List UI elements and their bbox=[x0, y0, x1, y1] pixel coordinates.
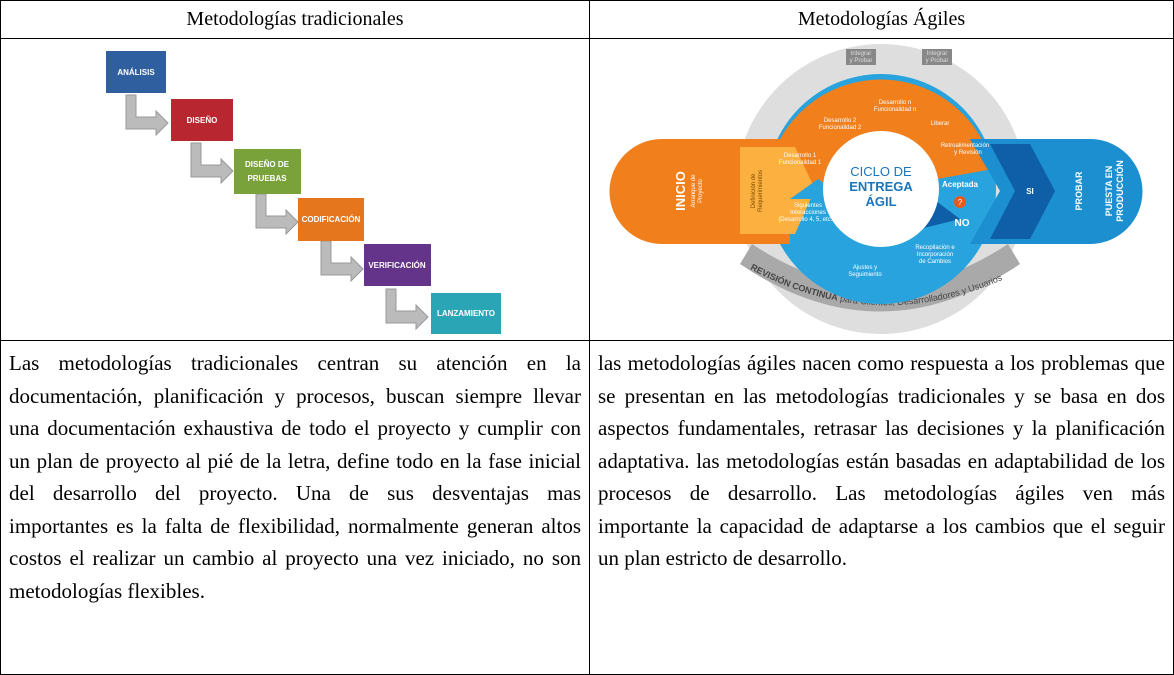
production-label: PRODUCCIÓN bbox=[1114, 160, 1125, 222]
center-label: ÁGIL bbox=[865, 194, 896, 209]
step-box bbox=[298, 198, 364, 241]
start-label: INICIO bbox=[673, 171, 688, 211]
center-label: ENTREGA bbox=[849, 179, 913, 194]
production-label: PUESTA EN bbox=[1104, 166, 1114, 217]
image-cell: ANÁLISIS DISEÑO DISEÑO DE PRUEBAS CODIFI… bbox=[0, 38, 590, 341]
segment-label: Seguimiento bbox=[848, 272, 882, 278]
question-dot bbox=[954, 196, 966, 208]
requirements-arrow bbox=[740, 147, 815, 234]
segment-label: Siguientes bbox=[794, 203, 822, 209]
start-sub: Arranque de bbox=[691, 174, 697, 208]
segment-label: Aceptada bbox=[942, 180, 979, 189]
header: Metodologías tradicionales bbox=[186, 8, 404, 30]
segment-label: Interacciones bbox=[790, 210, 826, 216]
segment-label: Recopilación e bbox=[915, 245, 955, 251]
text-cell: las metodologías ágiles nacen como respu… bbox=[589, 340, 1174, 675]
segment-label: Funcionalidad 1 bbox=[779, 160, 822, 166]
image-cell: REVISIÓN CONTINUA para Clientes, Desarro… bbox=[589, 38, 1174, 341]
agile-diagram: REVISIÓN CONTINUA para Clientes, Desarro… bbox=[609, 44, 1143, 334]
arrows bbox=[125, 94, 429, 331]
integrate-label: Integrar bbox=[927, 51, 948, 57]
segment-label: Desarrollo 1 bbox=[784, 153, 817, 159]
arrow bbox=[385, 288, 429, 331]
step-label: VERIFICACIÓN bbox=[368, 261, 426, 270]
segment-label: (Desarrollo 4, 5, etc...) bbox=[778, 217, 837, 223]
test-label: PROBAR bbox=[1074, 171, 1084, 211]
waterfall-diagram: ANÁLISIS DISEÑO DISEÑO DE PRUEBAS CODIFI… bbox=[106, 51, 501, 334]
segment-label: NO bbox=[955, 218, 970, 229]
integrate-label: Integrar bbox=[851, 51, 872, 57]
step-label: DISEÑO bbox=[187, 116, 218, 125]
segment-label: ? bbox=[958, 198, 963, 207]
integrate-label: y Probar bbox=[926, 58, 949, 64]
step-label: CODIFICACIÓN bbox=[302, 215, 361, 224]
arrow bbox=[320, 240, 364, 283]
segment-label: SI bbox=[1026, 187, 1034, 196]
step-box bbox=[106, 51, 166, 93]
start-sub: Proyecto bbox=[698, 179, 704, 203]
review-band bbox=[740, 244, 1020, 312]
arrow bbox=[255, 193, 299, 236]
arrow bbox=[190, 142, 234, 185]
integrate-label: y Probar bbox=[850, 58, 873, 64]
step-box bbox=[171, 99, 233, 141]
segment-label: Retroalimentación bbox=[941, 143, 989, 149]
segment-label: Desarrollo 2 bbox=[824, 118, 857, 124]
step-label: LANZAMIENTO bbox=[437, 309, 495, 318]
requirements-label: Definición de bbox=[751, 173, 757, 208]
text-cell: Las metodologías tradicionales centran s… bbox=[0, 340, 590, 675]
integrate-tag bbox=[846, 49, 876, 65]
segment-label: Desarrollo n bbox=[879, 100, 911, 106]
segment-label: Funcionalidad n bbox=[874, 107, 916, 113]
integrate-tag bbox=[922, 49, 952, 65]
step-label: DISEÑO DE bbox=[245, 160, 290, 169]
step-label: PRUEBAS bbox=[247, 174, 287, 183]
segment-label: y Revisión bbox=[954, 150, 982, 156]
header-cell: Metodologías tradicionales bbox=[0, 0, 590, 39]
arrow bbox=[125, 94, 169, 137]
segment-label: de Cambios bbox=[919, 259, 951, 265]
step-box bbox=[234, 149, 301, 194]
center-label: CICLO DE bbox=[850, 164, 912, 179]
segment-label: Liberar bbox=[931, 121, 950, 127]
description: las metodologías ágiles nacen como respu… bbox=[598, 351, 1165, 570]
segment-label: Funcionalidad 2 bbox=[819, 125, 862, 131]
step-box bbox=[364, 244, 431, 286]
step-box bbox=[431, 293, 501, 334]
si-arrow bbox=[990, 144, 1055, 239]
segment-label: Ajustes y bbox=[853, 265, 877, 271]
description: Las metodologías tradicionales centran s… bbox=[9, 351, 581, 603]
requirements-label: Requerimientos bbox=[758, 170, 764, 212]
header-cell: Metodologías Ágiles bbox=[589, 0, 1174, 39]
header: Metodologías Ágiles bbox=[797, 8, 966, 30]
segment-label: Incorporación bbox=[917, 252, 953, 258]
center-circle bbox=[823, 131, 939, 247]
step-label: ANÁLISIS bbox=[117, 68, 155, 77]
